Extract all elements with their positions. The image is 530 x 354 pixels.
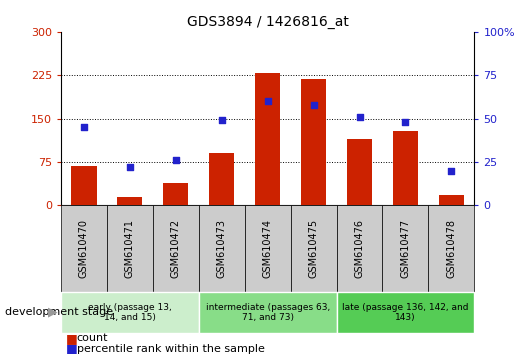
Bar xyxy=(71,166,96,205)
Bar xyxy=(301,79,326,205)
Point xyxy=(401,119,410,125)
Text: development stage: development stage xyxy=(5,307,113,318)
Text: GSM610476: GSM610476 xyxy=(355,219,365,278)
Text: ■: ■ xyxy=(66,332,78,344)
Point xyxy=(172,158,180,163)
Point xyxy=(310,102,318,108)
Text: GSM610471: GSM610471 xyxy=(125,219,135,278)
Text: GSM610477: GSM610477 xyxy=(401,219,410,278)
Bar xyxy=(163,183,189,205)
Text: GSM610470: GSM610470 xyxy=(79,219,89,278)
Text: ■: ■ xyxy=(66,342,78,354)
Text: GSM610473: GSM610473 xyxy=(217,219,227,278)
Text: ▶: ▶ xyxy=(48,306,58,319)
Text: percentile rank within the sample: percentile rank within the sample xyxy=(77,344,264,354)
Text: count: count xyxy=(77,333,108,343)
Bar xyxy=(347,139,372,205)
Point xyxy=(80,124,88,130)
Bar xyxy=(117,197,143,205)
Text: GSM610478: GSM610478 xyxy=(446,219,456,278)
Point xyxy=(217,118,226,123)
Bar xyxy=(209,153,234,205)
Text: GSM610474: GSM610474 xyxy=(263,219,272,278)
Point xyxy=(263,98,272,104)
Text: intermediate (passages 63,
71, and 73): intermediate (passages 63, 71, and 73) xyxy=(206,303,330,322)
Text: GSM610472: GSM610472 xyxy=(171,219,181,278)
Bar xyxy=(439,195,464,205)
Text: GSM610475: GSM610475 xyxy=(308,219,319,278)
Point xyxy=(355,114,364,120)
Bar xyxy=(393,131,418,205)
Point xyxy=(126,164,134,170)
Point xyxy=(447,168,456,173)
Title: GDS3894 / 1426816_at: GDS3894 / 1426816_at xyxy=(187,16,349,29)
Text: late (passage 136, 142, and
143): late (passage 136, 142, and 143) xyxy=(342,303,469,322)
Bar xyxy=(255,74,280,205)
Text: early (passage 13,
14, and 15): early (passage 13, 14, and 15) xyxy=(88,303,172,322)
